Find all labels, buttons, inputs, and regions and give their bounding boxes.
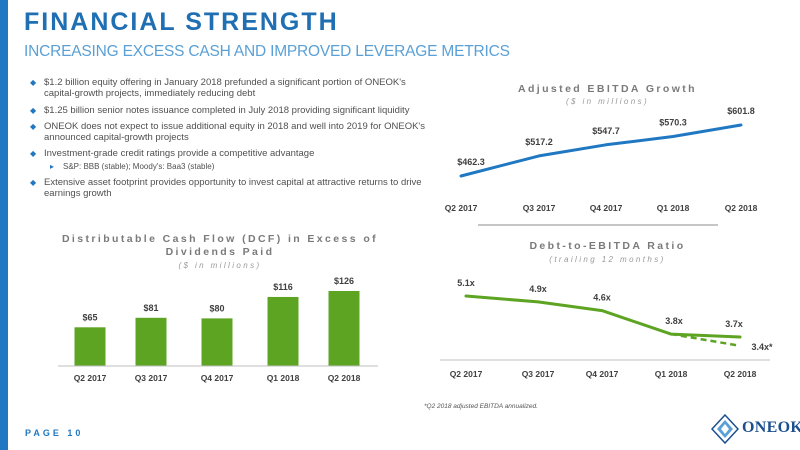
debt-data-label: 5.1x xyxy=(457,278,475,288)
page-number: PAGE 10 xyxy=(25,428,84,438)
dcf-data-label: $80 xyxy=(209,303,224,313)
dcf-bar xyxy=(135,317,167,366)
debt-data-label: 4.9x xyxy=(529,284,547,294)
ebitda-chart-title: Adjusted EBITDA Growth xyxy=(518,83,697,95)
debt-x-tick-label: Q1 2018 xyxy=(655,369,688,379)
debt-x-tick-label: Q2 2018 xyxy=(724,369,757,379)
dcf-data-label: $65 xyxy=(82,312,97,322)
dcf-x-tick-label: Q4 2017 xyxy=(201,373,234,383)
debt-annualized-label: 3.4x* xyxy=(751,342,773,352)
debt-data-label: 3.7x xyxy=(725,319,743,329)
footnote: *Q2 2018 adjusted EBITDA annualized. xyxy=(424,403,538,410)
bullet-item: ◆ $1.25 billion senior notes issuance com… xyxy=(30,104,410,116)
ebitda-data-label: $601.8 xyxy=(727,106,755,116)
bullet-item: ◆ ONEOK does not expect to issue addition… xyxy=(30,120,425,144)
oneok-logo: ONEOK xyxy=(711,414,800,444)
left-accent-bar xyxy=(0,0,8,450)
bullet-list: ◆ $1.2 billion equity offering in January… xyxy=(30,77,435,205)
dcf-bar xyxy=(74,327,106,366)
ebitda-x-tick-label: Q3 2017 xyxy=(523,203,556,213)
sub-bullet-item: ▸ S&P: BBB (stable); Moody's: Baa3 (stabl… xyxy=(50,161,215,171)
dcf-chart-title: Distributable Cash Flow (DCF) in Excess … xyxy=(61,233,379,258)
dcf-bar xyxy=(328,291,360,366)
dcf-x-tick-label: Q3 2017 xyxy=(135,373,168,383)
debt-x-tick-label: Q4 2017 xyxy=(586,369,619,379)
diamond-bullet-icon: ◆ xyxy=(30,105,37,115)
diamond-bullet-icon: ◆ xyxy=(30,121,37,131)
logo-text: ONEOK xyxy=(742,419,800,436)
debt-chart-title: Debt-to-EBITDA Ratio xyxy=(529,240,686,252)
dcf-data-label: $81 xyxy=(143,303,158,313)
bullet-item: ◆ Investment-grade credit ratings provide… xyxy=(30,148,315,160)
debt-x-tick-label: Q2 2017 xyxy=(450,369,483,379)
oneok-diamond-logo-icon xyxy=(711,414,739,444)
debt-data-label: 3.8x xyxy=(665,316,683,326)
ebitda-series-line xyxy=(459,123,743,178)
ebitda-data-label: $517.2 xyxy=(525,137,553,147)
small-bullet-icon: ▸ xyxy=(50,161,55,171)
dcf-data-label: $116 xyxy=(273,282,293,292)
ebitda-data-label: $462.3 xyxy=(457,157,485,167)
dcf-x-tick-label: Q2 2017 xyxy=(74,373,107,383)
diamond-bullet-icon: ◆ xyxy=(30,149,37,159)
dcf-x-tick-label: Q2 2018 xyxy=(328,373,361,383)
ebitda-x-tick-label: Q1 2018 xyxy=(657,203,690,213)
diamond-bullet-icon: ◆ xyxy=(30,78,37,87)
bullet-item: ◆ $1.2 billion equity offering in January… xyxy=(30,77,406,100)
dcf-bar xyxy=(201,318,233,366)
page-title: FINANCIAL STRENGTH xyxy=(24,8,339,36)
ebitda-chart-subtitle: ($ in millions) xyxy=(565,97,650,106)
diamond-bullet-icon: ◆ xyxy=(30,178,37,188)
page-subtitle: INCREASING EXCESS CASH AND IMPROVED LEVE… xyxy=(24,43,510,60)
ebitda-data-label: $570.3 xyxy=(659,118,687,128)
debt-chart-subtitle: (trailing 12 months) xyxy=(549,255,666,264)
ebitda-x-tick-label: Q4 2017 xyxy=(590,203,623,213)
dcf-bar xyxy=(267,296,299,366)
dcf-data-label: $126 xyxy=(334,276,354,286)
ebitda-data-label: $547.7 xyxy=(592,126,620,136)
ebitda-x-tick-label: Q2 2018 xyxy=(725,203,758,213)
ebitda-x-tick-label: Q2 2017 xyxy=(445,203,478,213)
bullet-item: ◆ Extensive asset footprint provides oppo… xyxy=(30,177,422,200)
debt-x-tick-label: Q3 2017 xyxy=(522,369,555,379)
debt-series-line xyxy=(464,294,742,339)
debt-data-label: 4.6x xyxy=(593,293,611,303)
debt-annualized-dashed-line xyxy=(670,332,741,348)
dcf-x-tick-label: Q1 2018 xyxy=(267,373,300,383)
dcf-chart-subtitle: ($ in millions) xyxy=(178,261,262,270)
